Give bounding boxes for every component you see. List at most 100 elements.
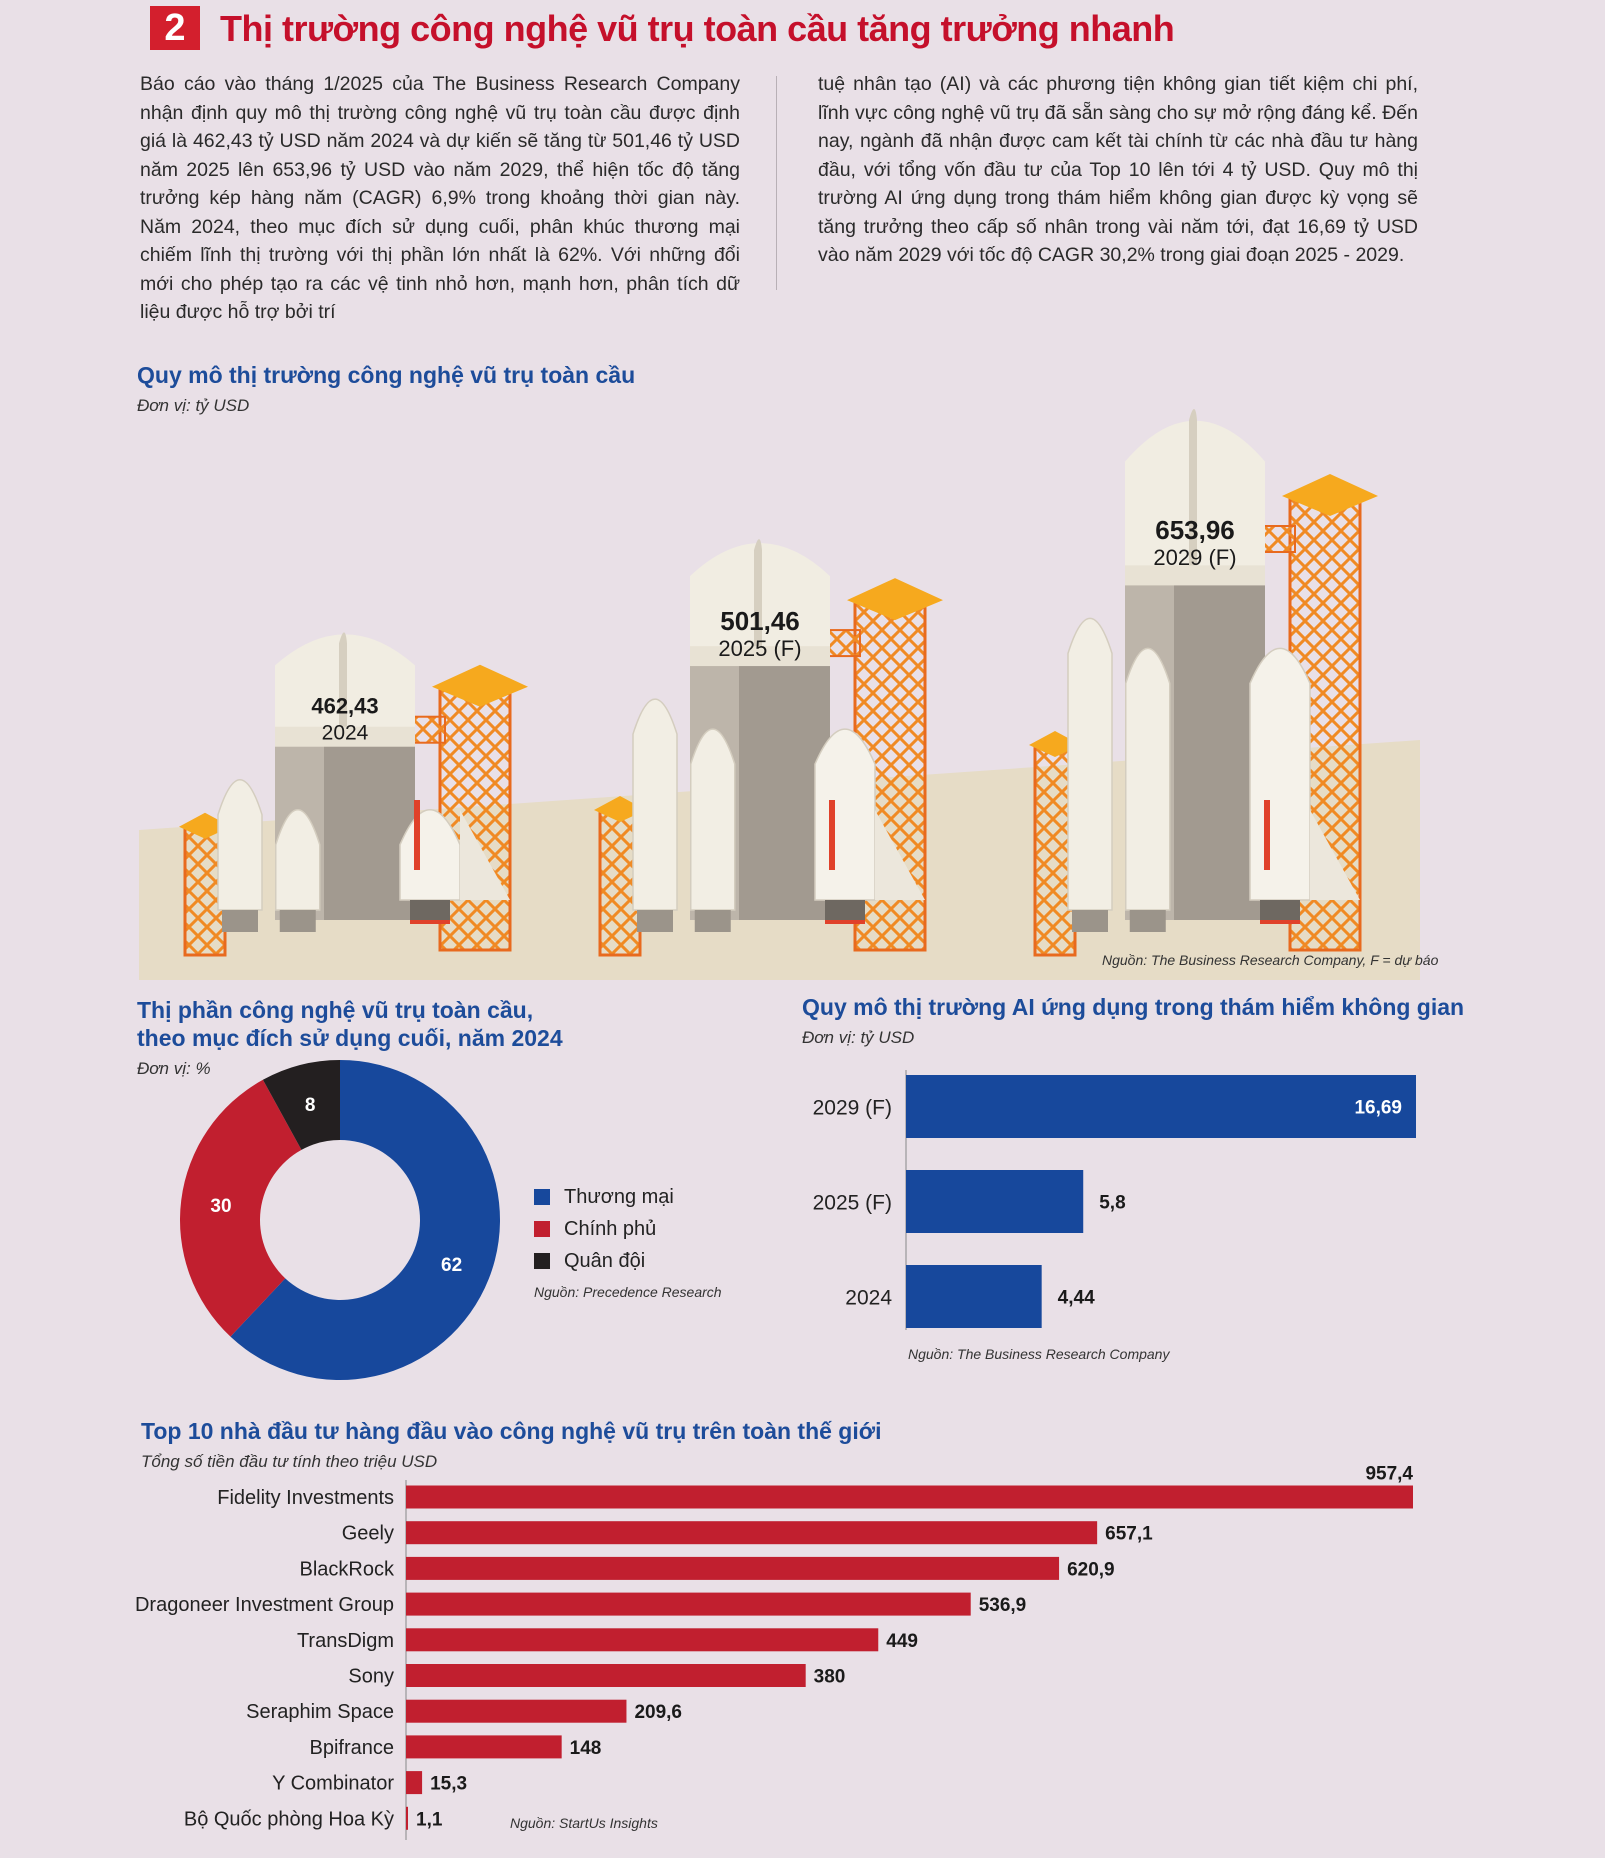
investor-bar [406,1628,879,1652]
donut-legend: Thương mại Chính phủ Quân đội [534,1181,674,1277]
booster-nozzle [694,910,731,932]
column-divider [776,76,777,290]
shuttle-engine-rim [410,920,450,924]
investor-name-label: BlackRock [300,1558,395,1580]
tower-platform [1282,474,1378,516]
booster-nozzle [222,910,258,932]
ai-bar [906,1265,1042,1328]
legend-item-government: Chính phủ [534,1213,674,1245]
donut-chart-unit: Đơn vị: % [137,1059,211,1078]
shuttle-wing [1310,810,1360,900]
rocket-category-label: 2025 (F) [718,636,801,661]
tower-platform [847,578,943,621]
investor-value-label: 15,3 [430,1774,467,1795]
rocket-value-label: 462,43 [311,693,378,718]
rocket-category-label: 2024 [322,721,369,744]
investor-value-label: 380 [814,1667,846,1688]
ai-category-label: 2025 (F) [813,1192,892,1215]
rocket-category-label: 2029 (F) [1153,545,1236,570]
nose-seam [339,632,347,727]
booster-nozzle [1129,910,1166,932]
intro-column-2: tuệ nhân tạo (AI) và các phương tiện khô… [818,73,1418,266]
booster-nozzle [637,910,673,932]
tank-ring [275,724,415,747]
booster [275,809,321,911]
nose-seam [754,539,762,647]
rocket-chart-title: Quy mô thị trường công nghệ vũ trụ toàn … [137,362,636,388]
nose-seam [1189,409,1197,566]
rocket-chart-unit: Đơn vị: tỷ USD [137,396,250,415]
booster-nozzle [1072,910,1108,932]
shuttle-engine [825,900,865,922]
investor-name-label: Dragoneer Investment Group [135,1594,394,1616]
donut-value-label: 8 [305,1095,316,1116]
investor-value-label: 449 [886,1631,918,1652]
booster [1125,647,1171,911]
launch-tower [438,685,512,952]
investor-bar [406,1521,1098,1545]
donut-slice [262,1060,340,1150]
rocket-value-label: 653,96 [1155,515,1235,545]
donut-chart: 62 30 8 [180,1060,500,1380]
rocket-chart-source: Nguồn: The Business Research Company, F … [1102,952,1439,968]
investor-name-label: TransDigm [297,1630,394,1652]
legend-item-military: Quân đội [534,1245,674,1277]
legend-swatch-red [534,1221,550,1237]
investor-value-label: 657,1 [1105,1524,1153,1545]
shuttle-stripe [414,800,420,870]
shuttle-engine [410,900,450,922]
investor-value-label: 957,4 [1365,1464,1413,1485]
legend-item-commercial: Thương mại [534,1181,674,1213]
shuttle-engine [1260,900,1300,922]
investor-value-label: 1,1 [416,1809,443,1830]
investor-name-label: Y Combinator [272,1773,394,1795]
investor-bar [406,1771,423,1795]
investor-name-label: Bộ Quốc phòng Hoa Kỳ [184,1808,394,1830]
rocket-bar: 462,43 2024 [179,632,528,957]
investor-bar [406,1699,627,1723]
investors-chart-source: Nguồn: StartUs Insights [510,1815,658,1831]
donut-slice [230,1060,500,1380]
legend-label: Thương mại [564,1185,674,1208]
donut-chart-title-line2: theo mục đích sử dụng cuối, năm 2024 [137,1025,563,1051]
tank-ring [1125,563,1265,586]
investor-value-label: 209,6 [634,1702,682,1723]
shuttle-engine-rim [1260,920,1300,924]
ai-chart-title: Quy mô thị trường AI ứng dụng trong thám… [802,994,1465,1020]
shuttle-body [814,728,876,901]
investor-name-label: Fidelity Investments [217,1487,394,1509]
donut-value-label: 62 [441,1255,462,1276]
ai-chart-source: Nguồn: The Business Research Company [908,1346,1170,1362]
shuttle-stripe [1264,800,1270,870]
investor-bar [406,1806,408,1830]
investor-name-label: Seraphim Space [246,1701,394,1723]
section-number-badge: 2 [150,6,200,50]
shuttle-wing [875,810,925,900]
shuttle-body [1249,647,1311,901]
rocket-value-label: 501,46 [720,606,800,636]
ai-chart-unit: Đơn vị: tỷ USD [802,1028,915,1047]
shuttle-stripe [829,800,835,870]
tower-platform [432,664,528,707]
booster [217,779,263,911]
tank-ring [690,644,830,667]
donut-chart-title-line1: Thị phần công nghệ vũ trụ toàn cầu, [137,997,534,1023]
intro-column-1: Báo cáo vào tháng 1/2025 của The Busines… [140,73,740,323]
investor-bar [406,1735,562,1759]
ai-value-label: 16,69 [1354,1098,1402,1119]
investors-bar-chart: Fidelity Investments 957,4 Geely 657,1 Black… [135,1464,1413,1840]
donut-chart-source: Nguồn: Precedence Research [534,1284,722,1300]
booster [690,728,736,911]
investor-value-label: 536,9 [979,1595,1027,1616]
legend-swatch-blue [534,1189,550,1205]
booster-nozzle [279,910,316,932]
investor-bar [406,1664,806,1687]
ai-value-label: 5,8 [1099,1193,1125,1214]
legend-label: Quân đội [564,1249,646,1272]
page-title: Thị trường công nghệ vũ trụ toàn cầu tăn… [220,8,1175,49]
ai-bar-chart: 2029 (F) 16,69 2025 (F) 5,8 2024 4,44 [813,1070,1416,1330]
investor-name-label: Bpifrance [310,1737,395,1759]
ai-category-label: 2029 (F) [813,1097,892,1120]
shuttle-wing [460,810,510,900]
